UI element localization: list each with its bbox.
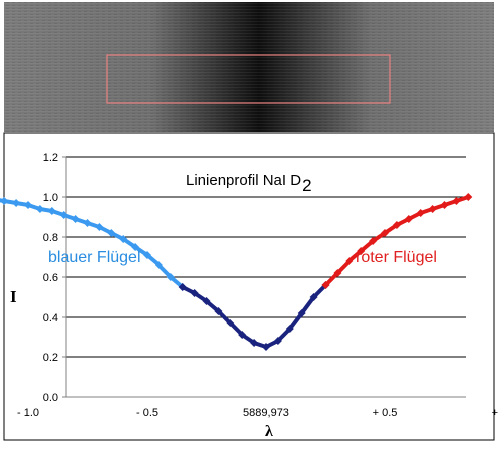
data-point <box>190 289 199 297</box>
data-point <box>297 309 306 317</box>
data-point <box>154 261 163 269</box>
data-point <box>392 221 401 229</box>
series-blauer-flügel <box>0 197 187 291</box>
data-point <box>416 209 425 217</box>
data-point <box>35 205 44 213</box>
data-point <box>24 201 32 209</box>
data-point <box>131 243 140 251</box>
data-point <box>83 219 92 227</box>
blue-wing-label: blauer Flügel <box>48 249 141 266</box>
data-point <box>404 215 413 223</box>
y-tick-label: 0.2 <box>43 352 58 364</box>
x-tick-label: - 1.0 <box>17 407 39 419</box>
x-axis-label: λ <box>265 423 273 440</box>
chart-title: Linienprofil NaI D2 <box>186 172 312 195</box>
series-roter-flügel <box>321 193 473 289</box>
data-point <box>12 199 21 207</box>
data-point <box>369 237 378 245</box>
data-point <box>273 337 282 345</box>
data-point <box>95 223 104 231</box>
x-tick-label: + 0.5 <box>373 407 398 419</box>
chart-frame <box>3 132 495 441</box>
y-axis-label: I <box>10 287 17 306</box>
y-tick-label: 0.4 <box>43 312 58 324</box>
selection-rectangle <box>106 54 391 104</box>
data-point <box>464 193 473 201</box>
y-tick-label: 0.8 <box>43 232 58 244</box>
data-point <box>202 297 211 305</box>
y-tick-label: 1.2 <box>43 152 58 164</box>
data-point <box>143 251 151 259</box>
data-point <box>0 197 9 205</box>
spectrum-strip-image <box>4 2 494 132</box>
data-point <box>381 229 389 237</box>
x-tick-label: + 1.0 <box>492 407 498 419</box>
data-point <box>250 339 259 347</box>
data-point <box>226 319 235 327</box>
data-point <box>47 207 56 215</box>
data-point <box>333 269 342 277</box>
data-point <box>440 201 449 209</box>
data-point <box>59 211 68 219</box>
x-tick-label: 5889,973 <box>243 407 289 419</box>
y-tick-label: 0.6 <box>43 272 58 284</box>
data-point <box>107 229 116 237</box>
y-tick-label: 0.0 <box>43 392 58 404</box>
tick-labels: 0.00.20.40.60.81.01.2- Δ λ- 1.0- 0.55889… <box>17 152 498 419</box>
data-point <box>71 215 80 223</box>
data-point <box>214 307 223 315</box>
data-point <box>345 257 354 265</box>
x-tick-label: - 0.5 <box>136 407 158 419</box>
data-point <box>452 197 461 205</box>
data-point <box>285 325 294 333</box>
data-point <box>238 331 247 339</box>
data-point <box>428 205 437 213</box>
grid-lines <box>66 156 466 358</box>
data-point <box>119 235 128 243</box>
data-point <box>166 273 175 281</box>
axes <box>62 156 466 398</box>
data-series <box>0 193 473 351</box>
data-point <box>262 343 270 351</box>
y-tick-label: 1.0 <box>43 192 58 204</box>
red-wing-label: roter Flügel <box>356 249 437 266</box>
data-point <box>321 281 330 289</box>
data-point <box>309 293 318 301</box>
data-point <box>357 247 366 255</box>
data-point <box>178 283 187 291</box>
